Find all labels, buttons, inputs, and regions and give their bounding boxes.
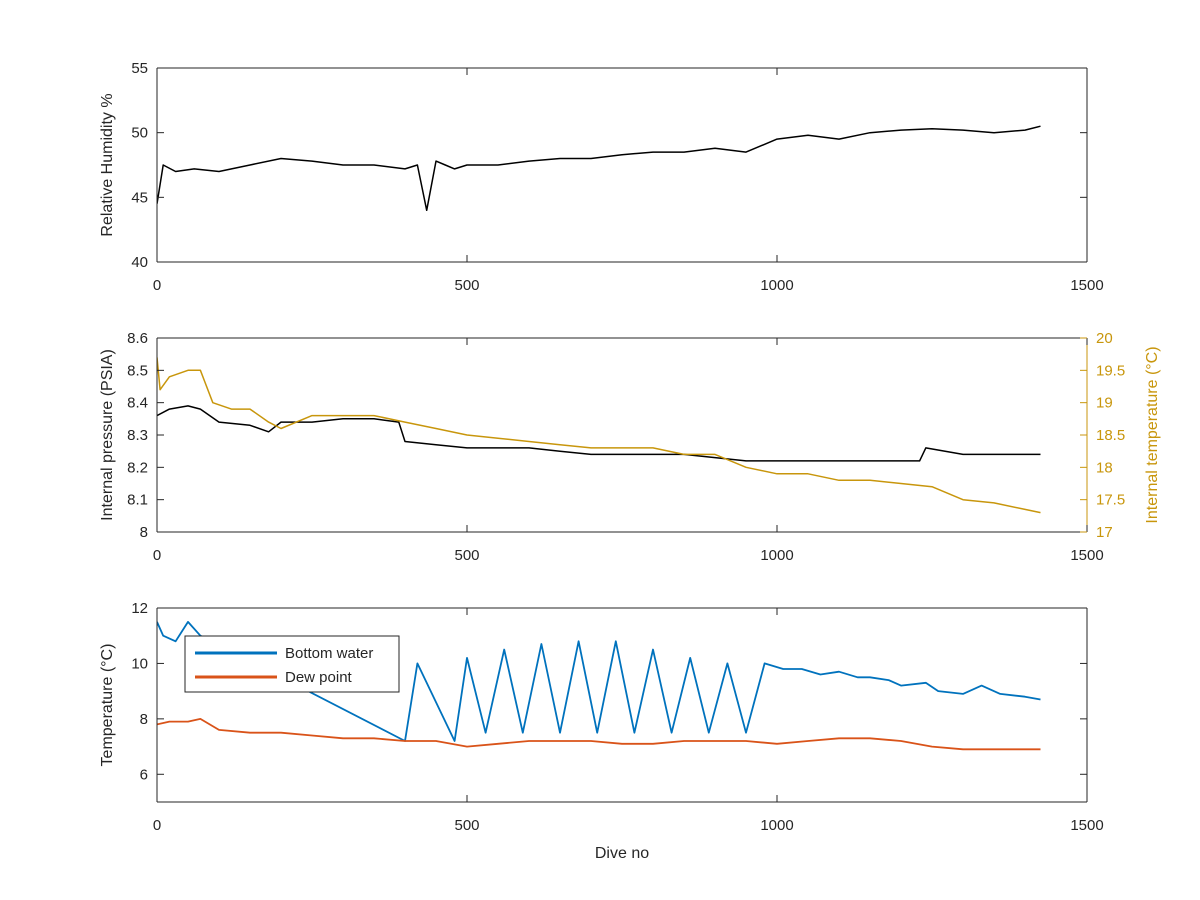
chart-temperature: 0 500 1000 1500 6 8 10 12 Temperature (°C) Dive n… — [99, 600, 1104, 862]
series-line-bottom-water — [157, 621, 1041, 742]
chart-pressure-temperature: 0 500 1000 1500 8 8.1 8.2 8.3 8.4 8.5 8.6 17 17.5 18 1… — [99, 330, 1161, 564]
x-tick-label: 1500 — [1070, 547, 1103, 564]
x-tick-label: 1500 — [1070, 817, 1103, 834]
x-axis-label: Dive no — [595, 845, 649, 862]
y-tick-label: 12 — [131, 600, 148, 617]
series-line-0 — [157, 405, 1041, 462]
y-tick-label: 8.6 — [127, 330, 148, 347]
y2-axis-label: Internal temperature (°C) — [1144, 346, 1161, 523]
x-tick-label: 500 — [454, 547, 479, 564]
y2-tick-label: 19 — [1096, 395, 1113, 412]
chart-humidity: 0 500 1000 1500 40 45 50 55 Relative Humidity % — [99, 60, 1104, 294]
plot-area — [157, 68, 1087, 262]
y-tick-label: 55 — [131, 60, 148, 77]
y-tick-label: 6 — [140, 766, 148, 783]
x-tick-label: 1000 — [760, 277, 793, 294]
y-tick-label: 8.5 — [127, 362, 148, 379]
series-line-0 — [157, 125, 1041, 212]
legend-label: Dew point — [285, 669, 353, 686]
series-line-dew-point — [157, 718, 1041, 751]
y-axis-label: Internal pressure (PSIA) — [99, 349, 116, 521]
y-tick-label: 40 — [131, 254, 148, 271]
series-line-1 — [157, 357, 1041, 514]
x-tick-label: 0 — [153, 817, 161, 834]
y-tick-label: 8 — [140, 524, 148, 541]
y2-tick-label: 17 — [1096, 524, 1113, 541]
y-tick-label: 50 — [131, 125, 148, 142]
y-tick-label: 8.1 — [127, 492, 148, 509]
y-tick-label: 45 — [131, 189, 148, 206]
y2-tick-label: 20 — [1096, 330, 1113, 347]
legend-label: Bottom water — [285, 645, 373, 662]
x-tick-label: 1000 — [760, 817, 793, 834]
x-tick-label: 1000 — [760, 547, 793, 564]
legend: Bottom water Dew point — [184, 635, 400, 693]
y-tick-label: 8.2 — [127, 459, 148, 476]
legend-box — [184, 635, 400, 693]
y2-tick-label: 18.5 — [1096, 427, 1125, 444]
x-tick-label: 0 — [153, 547, 161, 564]
y2-tick-label: 19.5 — [1096, 362, 1125, 379]
y-tick-label: 10 — [131, 655, 148, 672]
y-axis-label: Relative Humidity % — [99, 93, 116, 236]
y-tick-label: 8.4 — [127, 395, 148, 412]
y-tick-label: 8.3 — [127, 427, 148, 444]
plot-area — [157, 338, 1087, 532]
y2-tick-label: 18 — [1096, 459, 1113, 476]
x-tick-label: 1500 — [1070, 277, 1103, 294]
y2-tick-label: 17.5 — [1096, 492, 1125, 509]
x-tick-label: 500 — [454, 817, 479, 834]
y-tick-label: 8 — [140, 711, 148, 728]
y-axis-label: Temperature (°C) — [99, 644, 116, 767]
x-tick-label: 0 — [153, 277, 161, 294]
x-tick-label: 500 — [454, 277, 479, 294]
